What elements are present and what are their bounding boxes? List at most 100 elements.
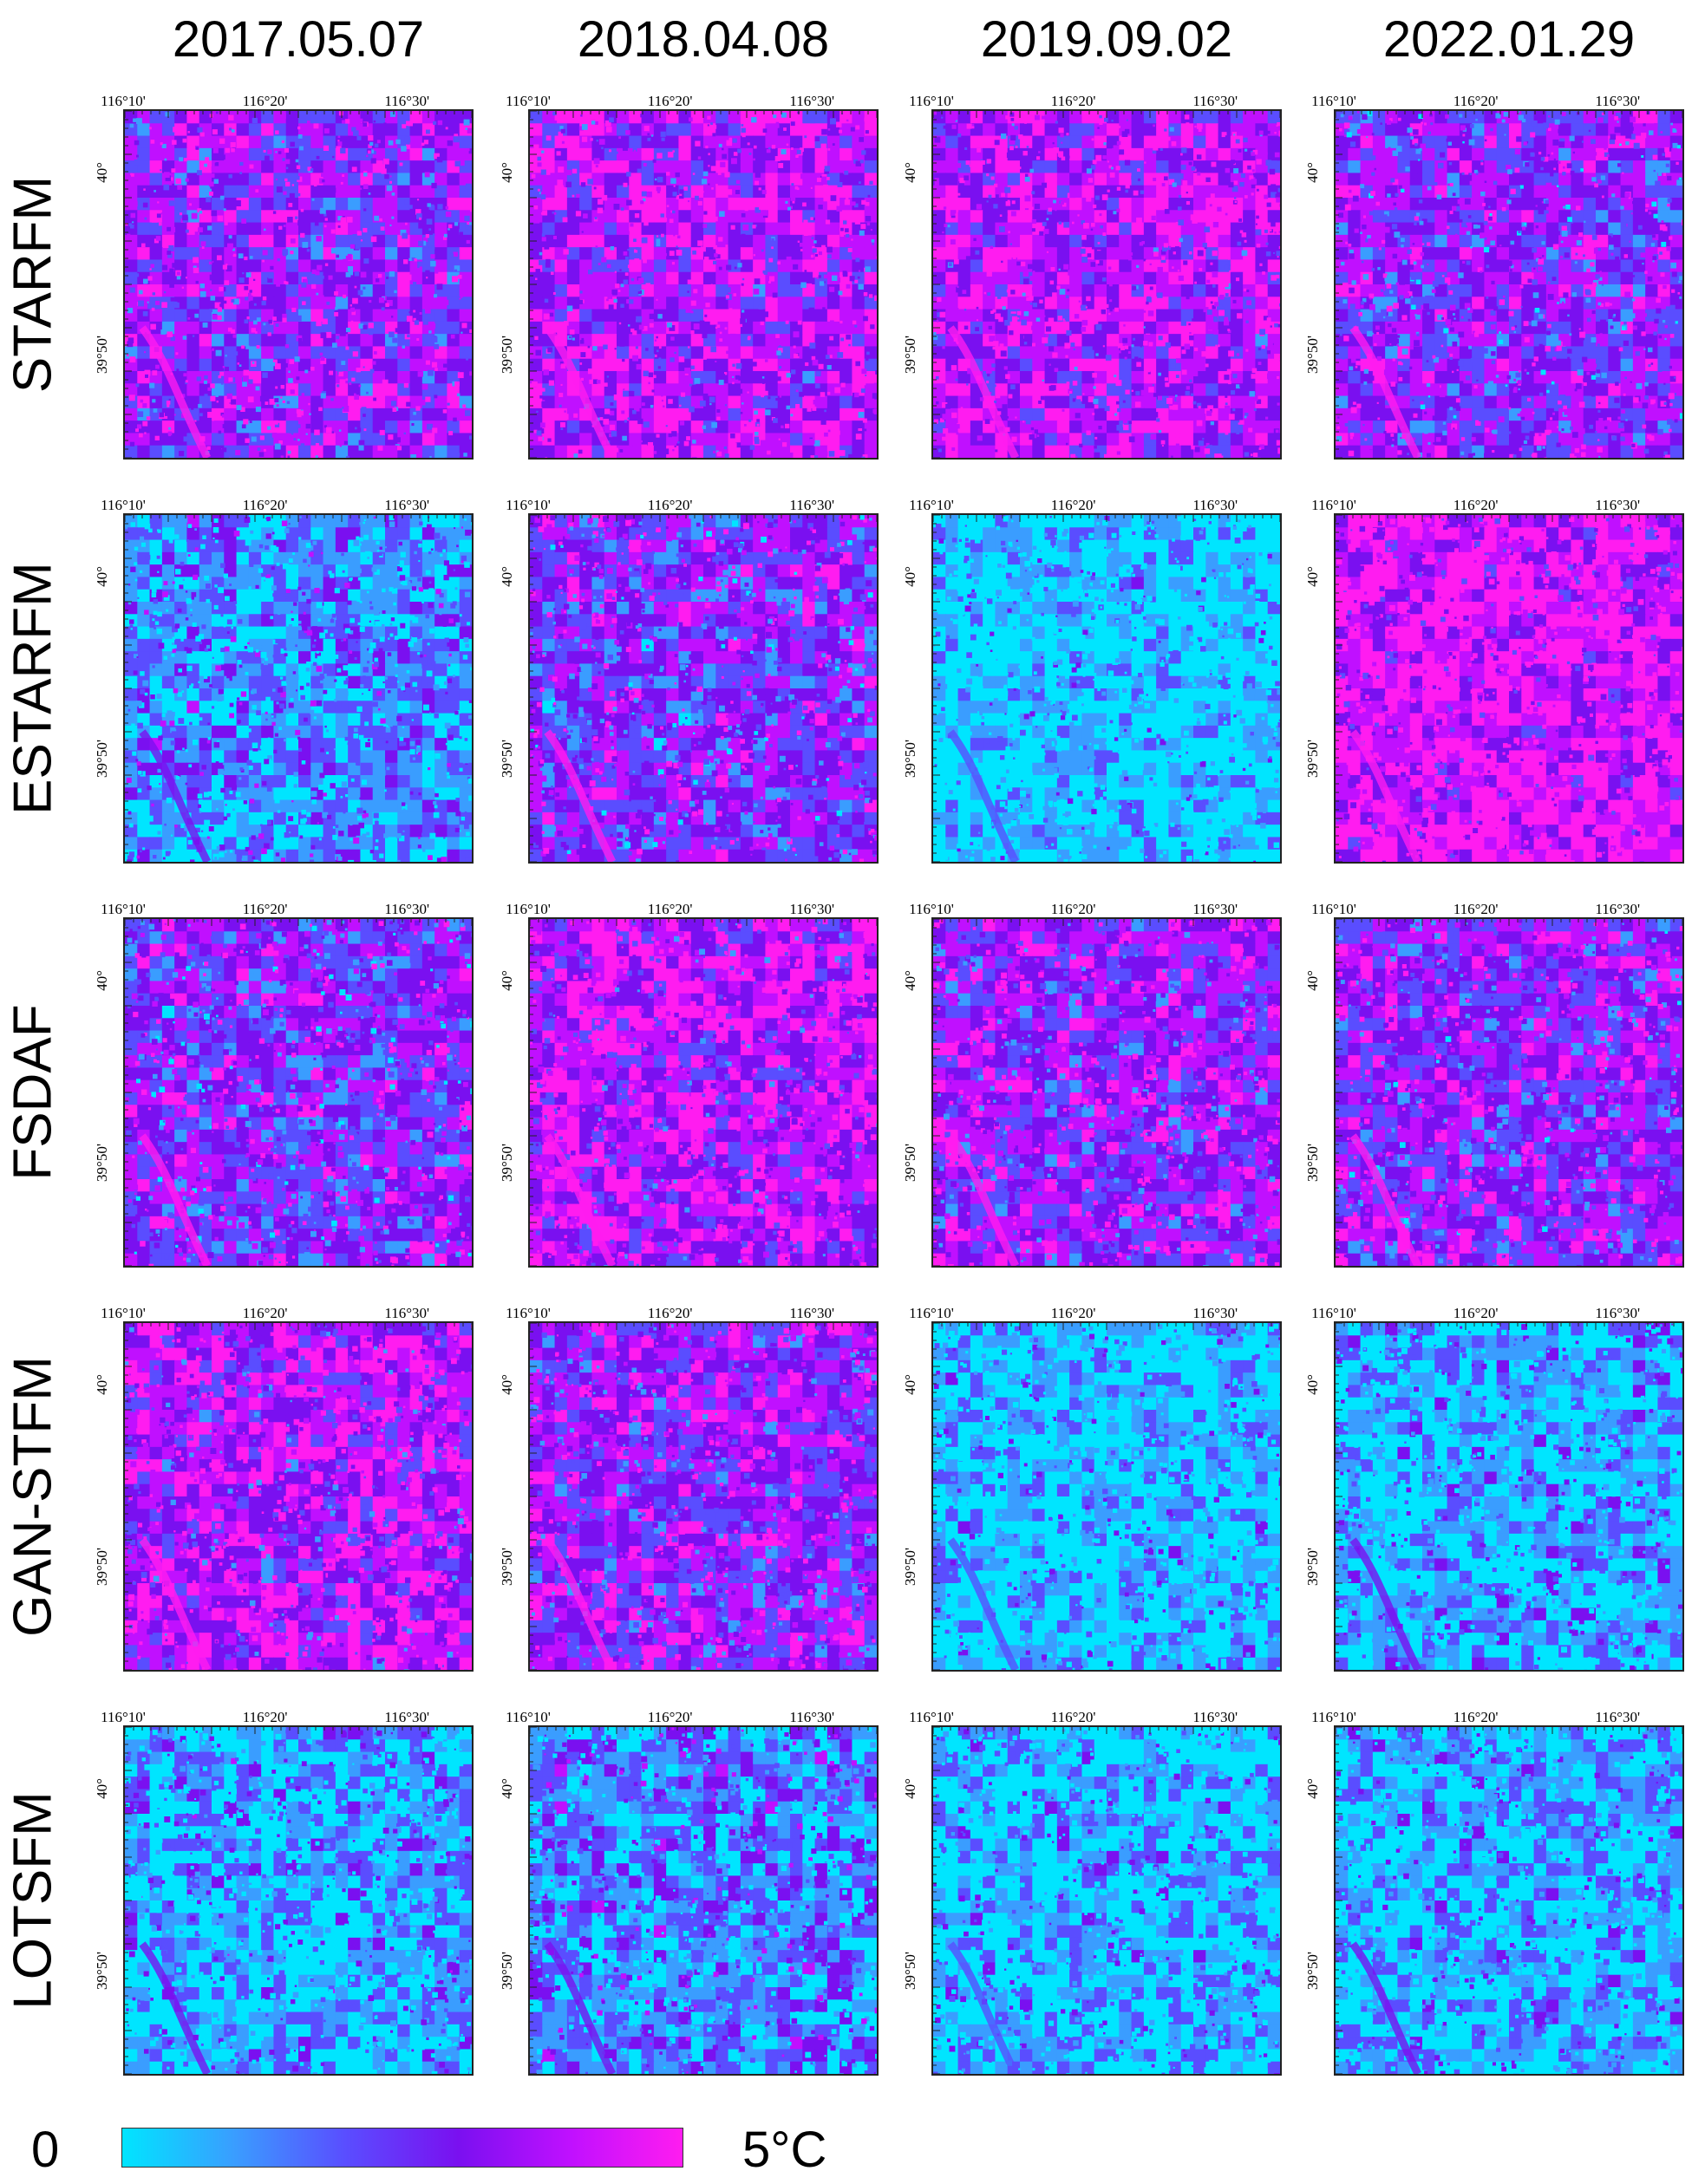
map-panel: 116°10' 116°20' 116°30' 40° 39°50': [902, 497, 1282, 864]
longitude-tick-label: 116°20': [243, 1305, 288, 1322]
latitude-tick-label: 40°: [902, 566, 919, 587]
longitude-tick-label: 116°20': [1453, 1305, 1499, 1322]
longitude-tick-label: 116°20': [648, 93, 693, 110]
temperature-error-raster: [528, 513, 879, 864]
longitude-tick-label: 116°10': [909, 1305, 954, 1322]
map-panel: 116°10' 116°20' 116°30' 40° 39°50': [499, 901, 879, 1268]
longitude-tick-label: 116°30': [1595, 497, 1640, 514]
colorbar-min-label: 0: [31, 2121, 59, 2179]
temperature-error-raster: [931, 1725, 1282, 2076]
latitude-tick-label: 40°: [499, 566, 516, 587]
temperature-error-raster: [528, 1725, 879, 2076]
longitude-tick-label: 116°20': [243, 901, 288, 918]
date-title: 2017.05.07: [123, 9, 474, 71]
temperature-error-raster: [931, 513, 1282, 864]
longitude-tick-label: 116°20': [1453, 901, 1499, 918]
longitude-tick-label: 116°20': [1051, 901, 1096, 918]
latitude-tick-label: 40°: [499, 162, 516, 183]
map-panel: 116°10' 116°20' 116°30' 40° 39°50': [499, 93, 879, 460]
longitude-tick-label: 116°30': [789, 497, 834, 514]
latitude-tick-label: 40°: [1304, 1778, 1322, 1799]
longitude-tick-label: 116°10': [1311, 901, 1356, 918]
longitude-tick-label: 116°10': [506, 1709, 551, 1726]
latitude-tick-label: 40°: [94, 1778, 111, 1799]
longitude-tick-label: 116°10': [1311, 497, 1356, 514]
longitude-tick-label: 116°20': [648, 497, 693, 514]
longitude-tick-label: 116°30': [1595, 1305, 1640, 1322]
longitude-tick-label: 116°30': [384, 1709, 429, 1726]
latitude-tick-label: 40°: [1304, 566, 1322, 587]
longitude-tick-label: 116°10': [101, 1709, 146, 1726]
latitude-tick-label: 39°50': [94, 1144, 111, 1182]
temperature-error-raster: [123, 1321, 474, 1672]
latitude-tick-label: 39°50': [902, 740, 919, 778]
latitude-tick-label: 39°50': [94, 336, 111, 374]
latitude-tick-label: 40°: [499, 1374, 516, 1395]
longitude-tick-label: 116°20': [1051, 497, 1096, 514]
method-label-text: ESTARFM: [3, 562, 64, 815]
latitude-tick-label: 40°: [902, 1778, 919, 1799]
latitude-tick-label: 39°50': [902, 1144, 919, 1182]
map-panel: 116°10' 116°20' 116°30' 40° 39°50': [94, 93, 474, 460]
map-panel: 116°10' 116°20' 116°30' 40° 39°50': [1304, 1709, 1684, 2076]
temperature-error-raster: [528, 109, 879, 460]
date-title: 2019.09.02: [931, 9, 1282, 71]
map-panel: 116°10' 116°20' 116°30' 40° 39°50': [94, 1709, 474, 2076]
date-title: 2022.01.29: [1334, 9, 1684, 71]
map-panel: 116°10' 116°20' 116°30' 40° 39°50': [902, 93, 1282, 460]
latitude-tick-label: 39°50': [94, 1548, 111, 1586]
temperature-error-raster: [1334, 513, 1684, 864]
latitude-tick-label: 39°50': [499, 336, 516, 374]
latitude-tick-label: 39°50': [1304, 336, 1322, 374]
temperature-error-raster: [1334, 109, 1684, 460]
longitude-tick-label: 116°10': [909, 93, 954, 110]
longitude-tick-label: 116°10': [1311, 1709, 1356, 1726]
longitude-tick-label: 116°30': [1192, 497, 1238, 514]
longitude-tick-label: 116°10': [1311, 1305, 1356, 1322]
longitude-tick-label: 116°30': [789, 1305, 834, 1322]
longitude-tick-label: 116°30': [789, 901, 834, 918]
longitude-tick-label: 116°10': [506, 497, 551, 514]
map-panel: 116°10' 116°20' 116°30' 40° 39°50': [94, 497, 474, 864]
longitude-tick-label: 116°30': [1595, 93, 1640, 110]
longitude-tick-label: 116°10': [909, 1709, 954, 1726]
latitude-tick-label: 40°: [94, 162, 111, 183]
longitude-tick-label: 116°10': [101, 901, 146, 918]
temperature-error-raster: [1334, 1321, 1684, 1672]
latitude-tick-label: 39°50': [499, 1952, 516, 1990]
map-panel: 116°10' 116°20' 116°30' 40° 39°50': [1304, 1305, 1684, 1672]
method-label-text: LOTSFM: [3, 1791, 64, 2009]
map-panel: 116°10' 116°20' 116°30' 40° 39°50': [902, 1305, 1282, 1672]
latitude-tick-label: 40°: [902, 1374, 919, 1395]
latitude-tick-label: 39°50': [1304, 1952, 1322, 1990]
map-panel: 116°10' 116°20' 116°30' 40° 39°50': [1304, 497, 1684, 864]
longitude-tick-label: 116°20': [1051, 93, 1096, 110]
longitude-tick-label: 116°10': [101, 93, 146, 110]
longitude-tick-label: 116°20': [1453, 497, 1499, 514]
latitude-tick-label: 39°50': [499, 1144, 516, 1182]
longitude-tick-label: 116°20': [1453, 93, 1499, 110]
longitude-tick-label: 116°10': [506, 901, 551, 918]
latitude-tick-label: 39°50': [902, 336, 919, 374]
longitude-tick-label: 116°10': [506, 1305, 551, 1322]
longitude-tick-label: 116°30': [384, 93, 429, 110]
longitude-tick-label: 116°20': [1051, 1305, 1096, 1322]
latitude-tick-label: 40°: [499, 970, 516, 991]
temperature-error-raster: [528, 1321, 879, 1672]
latitude-tick-label: 40°: [1304, 162, 1322, 183]
temperature-error-raster: [528, 917, 879, 1268]
map-panel: 116°10' 116°20' 116°30' 40° 39°50': [499, 1709, 879, 2076]
latitude-tick-label: 40°: [94, 1374, 111, 1395]
colorbar: [121, 2128, 683, 2168]
latitude-tick-label: 39°50': [902, 1952, 919, 1990]
temperature-error-raster: [931, 917, 1282, 1268]
longitude-tick-label: 116°10': [101, 497, 146, 514]
longitude-tick-label: 116°10': [1311, 93, 1356, 110]
longitude-tick-label: 116°30': [384, 1305, 429, 1322]
date-title: 2018.04.08: [528, 9, 879, 71]
temperature-error-raster: [123, 1725, 474, 2076]
temperature-error-raster: [1334, 917, 1684, 1268]
longitude-tick-label: 116°10': [909, 497, 954, 514]
latitude-tick-label: 40°: [902, 970, 919, 991]
longitude-tick-label: 116°20': [648, 1305, 693, 1322]
